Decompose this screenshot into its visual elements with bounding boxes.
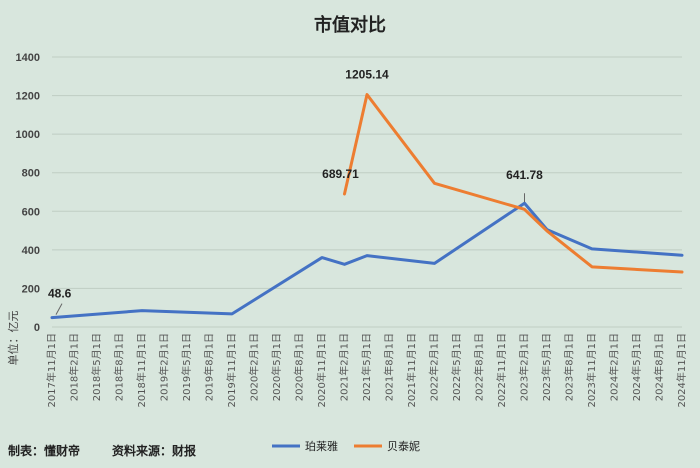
x-tick-label: 2024年2月1日	[608, 333, 621, 401]
data-label: 689.71	[322, 167, 359, 181]
y-tick-label: 800	[22, 168, 40, 180]
x-tick-label: 2023年5月1日	[540, 333, 553, 401]
legend-label-polaiya: 珀莱雅	[305, 439, 338, 453]
y-tick-label: 0	[34, 322, 40, 334]
y-tick-label: 600	[22, 206, 40, 218]
x-tick-label: 2021年11月1日	[405, 333, 418, 408]
x-tick-label: 2018年5月1日	[90, 333, 103, 401]
data-label: 48.6	[48, 287, 72, 301]
data-label: 641.78	[506, 168, 543, 182]
y-axis-label: 单位：亿元	[6, 311, 20, 366]
x-tick-label: 2020年8月1日	[293, 333, 306, 401]
x-tick-label: 2021年8月1日	[383, 333, 396, 401]
x-tick-label: 2024年11月1日	[675, 333, 688, 408]
y-tick-label: 200	[22, 283, 40, 295]
data-labels: 48.6 689.71 1205.14 641.78	[48, 68, 543, 315]
x-axis-ticks: 2017年11月1日 2018年2月1日 2018年5月1日 2018年8月1日 201…	[45, 333, 688, 408]
x-tick-label: 2019年11月1日	[225, 333, 238, 408]
y-tick-label: 1400	[16, 52, 40, 64]
footer-maker: 制表：懂财帝	[8, 443, 80, 458]
y-tick-label: 400	[22, 245, 40, 257]
x-tick-label: 2024年5月1日	[630, 333, 643, 401]
series-lines	[50, 93, 684, 320]
y-axis-ticks: 0 200 400 600 800 1000 1200 1400	[16, 52, 40, 334]
series-line-1	[343, 93, 684, 274]
y-tick-label: 1000	[16, 129, 40, 141]
y-tick-label: 1200	[16, 91, 40, 103]
x-tick-label: 2024年8月1日	[653, 333, 666, 401]
x-tick-label: 2020年5月1日	[270, 333, 283, 401]
x-tick-label: 2022年2月1日	[428, 333, 441, 401]
x-tick-label: 2019年5月1日	[180, 333, 193, 401]
x-tick-label: 2023年11月1日	[585, 333, 598, 408]
x-tick-label: 2020年11月1日	[315, 333, 328, 408]
x-tick-label: 2020年2月1日	[248, 333, 261, 401]
legend-label-botanee: 贝泰妮	[387, 439, 420, 453]
x-tick-label: 2018年2月1日	[68, 333, 81, 401]
series-line-0	[50, 201, 684, 320]
x-tick-label: 2019年8月1日	[203, 333, 216, 401]
x-tick-label: 2022年8月1日	[473, 333, 486, 401]
footer-source: 资料来源：财报	[112, 443, 196, 458]
x-tick-label: 2018年11月1日	[135, 333, 148, 408]
x-tick-label: 2023年8月1日	[563, 333, 576, 401]
x-tick-label: 2019年2月1日	[158, 333, 171, 401]
legend: 珀莱雅 贝泰妮	[272, 439, 420, 453]
data-label: 1205.14	[345, 68, 389, 82]
chart-title: 市值对比	[314, 14, 386, 36]
gridlines	[52, 56, 682, 328]
x-tick-label: 2023年2月1日	[518, 333, 531, 401]
x-tick-label: 2018年8月1日	[113, 333, 126, 401]
x-tick-label: 2021年2月1日	[338, 333, 351, 401]
x-tick-label: 2021年5月1日	[360, 333, 373, 401]
label-leader-line	[55, 303, 63, 315]
x-tick-label: 2022年11月1日	[495, 333, 508, 408]
x-tick-label: 2017年11月1日	[45, 333, 58, 408]
x-tick-label: 2022年5月1日	[450, 333, 463, 401]
